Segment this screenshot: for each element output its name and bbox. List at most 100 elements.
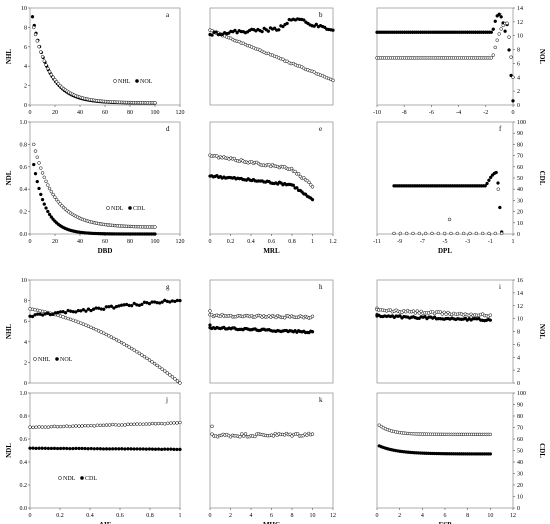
x-tick-label: 80	[127, 239, 133, 245]
data-point	[47, 212, 52, 217]
y-tick-label: 0	[24, 103, 27, 109]
panel-l: 0246810120102030405060708090100ESPCDL	[376, 391, 547, 524]
y-tick-label: 50	[517, 449, 523, 455]
legend-label: NOL	[60, 357, 73, 363]
data-point	[496, 187, 500, 191]
panel-k: 0 2 4 6 8 10 12 MHC k	[209, 392, 336, 524]
data-point	[499, 231, 504, 236]
x-axis-label: DPL	[438, 247, 452, 255]
data-point	[175, 379, 180, 383]
data-point	[152, 361, 157, 366]
data-point	[46, 311, 50, 316]
data-point	[39, 192, 43, 197]
series-filled	[30, 15, 157, 105]
data-point	[129, 422, 133, 427]
y-tick-label: 2	[517, 89, 520, 95]
x-tick-label: 60	[102, 239, 108, 245]
data-point	[98, 447, 103, 451]
data-point	[140, 302, 144, 307]
y-tick-label: 4	[517, 355, 520, 361]
y-tick-label: 10	[21, 6, 27, 12]
x-tick-label: 0.8	[146, 513, 154, 519]
data-point	[42, 202, 46, 206]
data-point	[120, 447, 124, 451]
data-point	[235, 31, 239, 35]
data-point	[155, 363, 159, 368]
data-point	[92, 424, 96, 428]
data-point	[107, 447, 112, 451]
x-tick-label: 0.4	[247, 239, 255, 245]
data-point	[208, 309, 212, 313]
y-tick-label: 90	[517, 131, 523, 137]
data-point	[110, 447, 115, 451]
x-tick-label: -11	[373, 239, 381, 245]
series-filled	[208, 173, 315, 202]
data-point	[150, 421, 155, 426]
legend-marker	[113, 79, 117, 83]
data-point	[49, 189, 54, 194]
y-tick-label: 2	[517, 368, 520, 374]
data-point	[132, 422, 136, 426]
data-point	[175, 447, 179, 452]
data-point	[499, 15, 503, 19]
data-point	[34, 425, 38, 429]
data-point	[107, 334, 111, 338]
data-point	[32, 162, 36, 167]
data-point	[461, 231, 466, 236]
data-point	[47, 70, 52, 74]
data-point	[173, 377, 177, 381]
data-point	[58, 446, 63, 451]
y-tick-label: 8	[24, 25, 27, 31]
data-point	[289, 166, 294, 171]
panel-j: 0 0.2 0.4 0.6 0.8 1 0.0 0.2 0.4 0.6 0.8 1.0 AIF NDL j N…	[5, 391, 182, 524]
data-point	[310, 330, 315, 334]
data-point	[119, 340, 124, 345]
y-tick-label: 12	[517, 20, 523, 26]
data-point	[114, 447, 118, 451]
data-point	[40, 55, 45, 59]
data-point	[153, 232, 157, 236]
data-point	[253, 434, 257, 439]
data-point	[68, 446, 72, 451]
x-tick-label: 60	[102, 110, 108, 116]
data-point	[30, 314, 35, 319]
y-tick-label: 6	[517, 342, 520, 348]
data-point	[493, 19, 497, 23]
y-tick-label: 20	[517, 483, 523, 489]
data-point	[46, 209, 50, 214]
data-point	[272, 26, 277, 30]
series-open	[208, 153, 315, 189]
x-tick-label: 20	[52, 110, 58, 116]
data-point	[141, 422, 145, 426]
series-open	[28, 420, 182, 430]
data-point	[95, 423, 100, 427]
data-point	[144, 447, 149, 451]
y-tick-label: 80	[517, 414, 523, 420]
data-point	[44, 179, 48, 184]
y-tick-label: 0.6	[20, 437, 28, 443]
y-tick-label: 30	[517, 472, 523, 478]
data-point	[153, 422, 158, 426]
data-point	[175, 421, 179, 425]
data-point	[488, 318, 493, 322]
data-point	[285, 21, 289, 26]
x-tick-label: 0.2	[56, 513, 64, 519]
data-point	[51, 75, 55, 80]
data-point	[117, 447, 121, 451]
plot-frame	[376, 279, 514, 384]
x-tick-label: 0.6	[268, 239, 276, 245]
y-tick-label: 4	[24, 64, 27, 70]
data-point	[423, 314, 427, 319]
plot-frame	[29, 7, 181, 106]
series-filled	[208, 323, 315, 335]
y-tick-label: 70	[517, 426, 523, 432]
data-point	[509, 73, 513, 78]
x-tick-label: 2	[229, 513, 232, 519]
data-point	[126, 447, 130, 451]
data-point	[271, 434, 276, 438]
data-point	[138, 422, 142, 426]
data-point	[129, 346, 134, 351]
y-tick-label: 8	[24, 299, 27, 305]
data-point	[240, 432, 244, 436]
data-point	[150, 360, 154, 364]
